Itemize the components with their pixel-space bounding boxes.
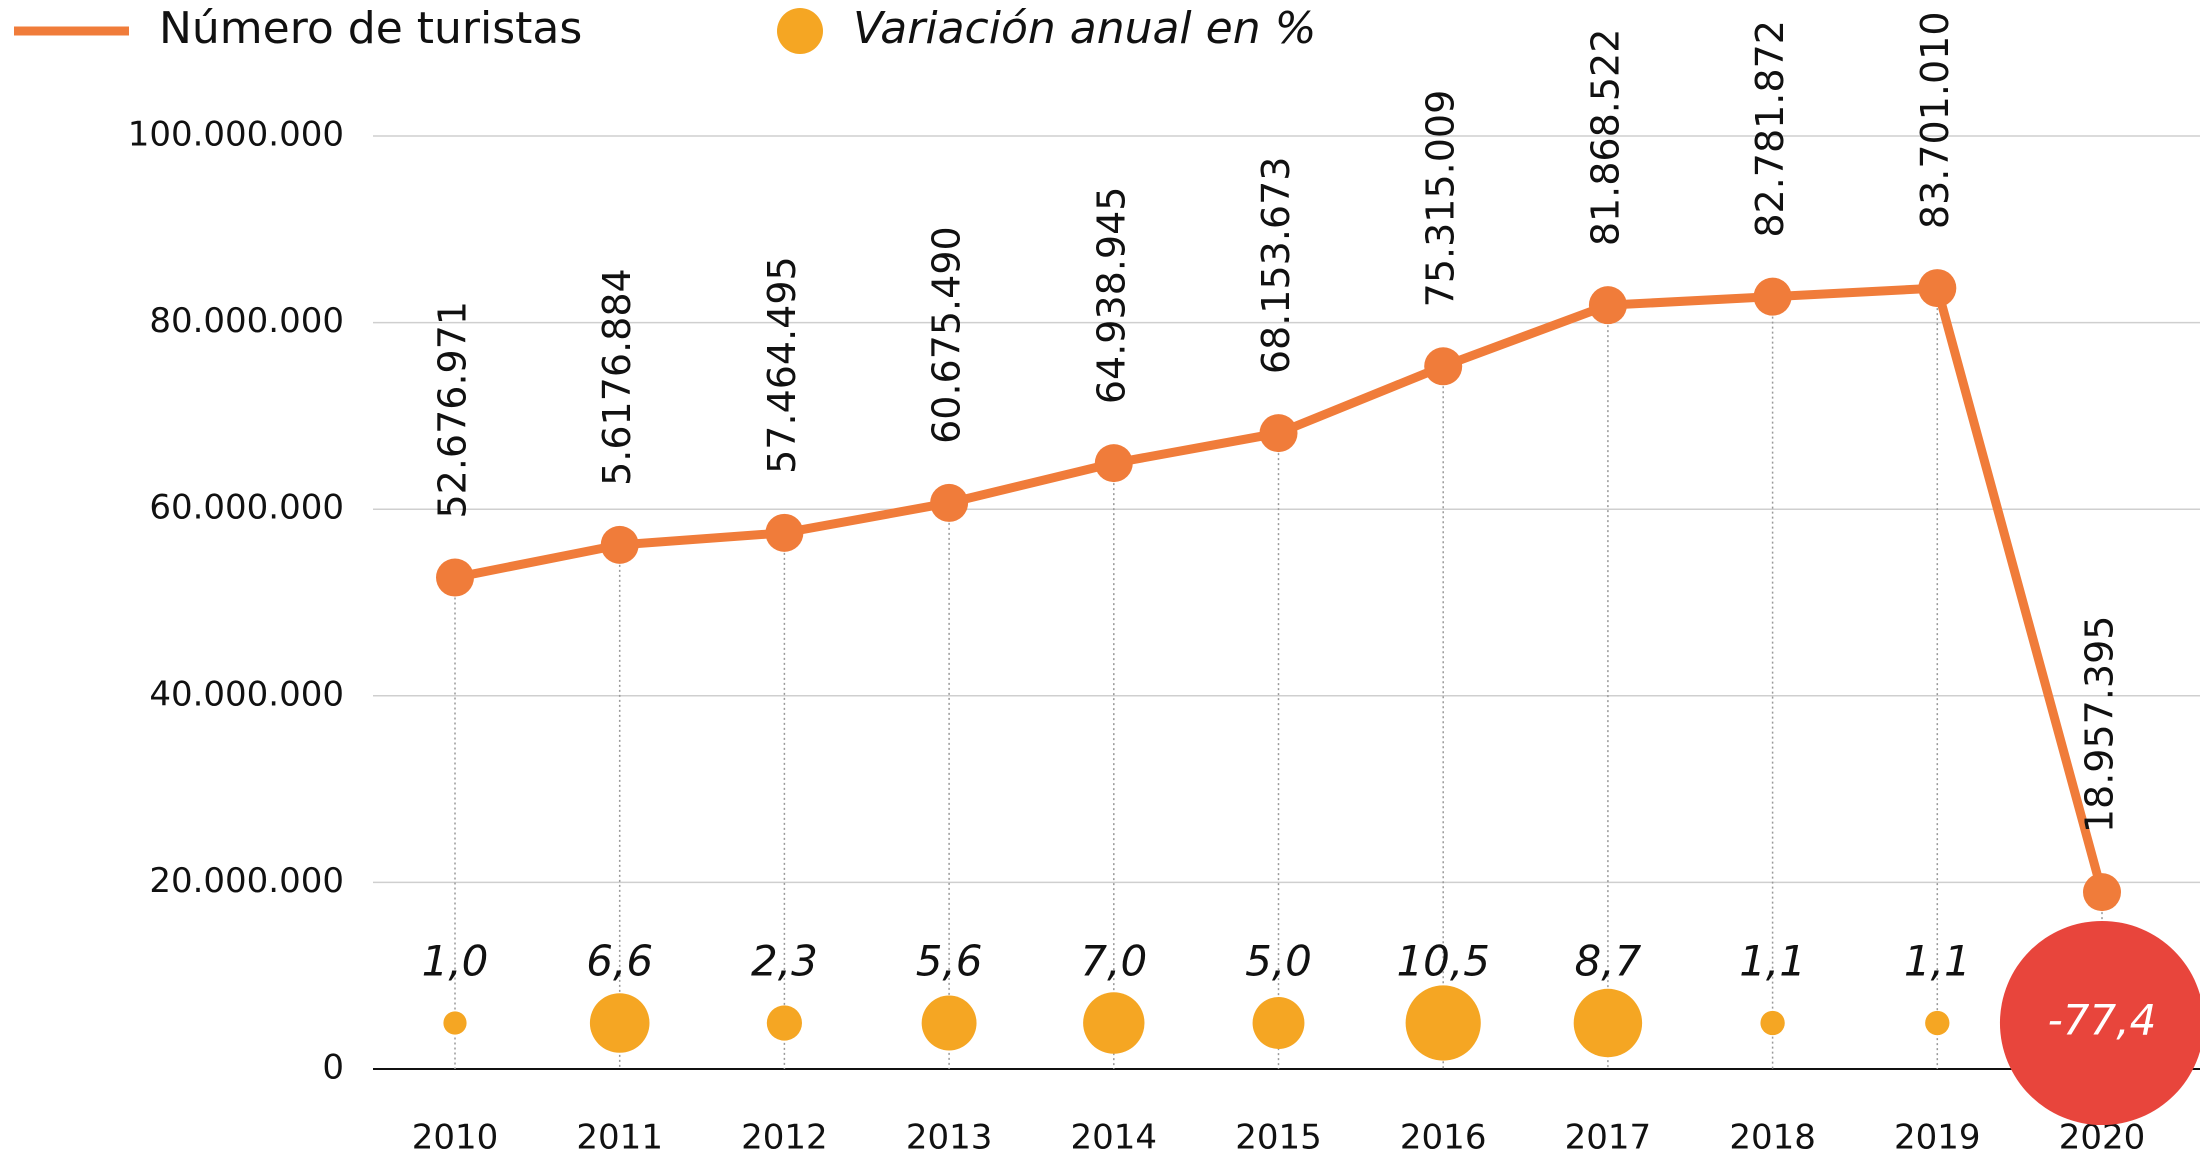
line-point: [1094, 444, 1133, 483]
bubble-label: 1,1: [1904, 937, 1971, 986]
line-point: [436, 558, 474, 597]
value-label: 5.6176.884: [595, 268, 639, 486]
bubble-label: 6,6: [586, 937, 653, 986]
bubble-label: 2,3: [751, 937, 818, 986]
bubble-label: -77,4: [2048, 996, 2157, 1045]
x-tick-label: 2018: [1729, 1118, 1816, 1158]
line-point: [1753, 277, 1792, 316]
line-point: [930, 483, 969, 522]
bubble-label: 8,7: [1575, 937, 1642, 986]
bubble-label: 10,5: [1396, 937, 1490, 986]
line-point: [1918, 269, 1957, 308]
value-label: 81.868.522: [1583, 29, 1627, 247]
line-point: [2083, 873, 2121, 912]
x-tick-label: 2017: [1565, 1118, 1652, 1158]
y-tick-label: 20.000.000: [149, 861, 344, 901]
value-label: 75.315.009: [1419, 90, 1463, 308]
bubble: [1925, 1010, 1950, 1036]
y-tick-label: 60.000.000: [149, 488, 344, 528]
bubble: [1083, 992, 1145, 1054]
bubble-label: 1,0: [422, 937, 489, 986]
line-point: [600, 525, 639, 564]
bubble-label: 1,1: [1739, 937, 1806, 986]
bubble: [1405, 985, 1481, 1061]
value-label: 18.957.395: [2078, 616, 2122, 834]
x-tick-label: 2015: [1235, 1118, 1322, 1158]
bubble-label: 7,0: [1080, 937, 1147, 986]
x-tick-label: 2010: [412, 1118, 499, 1158]
legend-label: Número de turistas: [159, 3, 582, 54]
bubble: [1999, 920, 2200, 1126]
bubble: [1760, 1010, 1785, 1036]
x-tick-label: 2011: [576, 1118, 663, 1158]
line-point: [1259, 414, 1298, 453]
value-label: 60.675.490: [925, 226, 969, 444]
y-tick-label: 80.000.000: [149, 301, 344, 341]
value-label: 83.701.010: [1913, 11, 1957, 229]
line-point: [765, 513, 804, 552]
bubble-label: 5,0: [1245, 937, 1312, 986]
line-point: [1588, 286, 1627, 325]
value-label: 64.938.945: [1089, 187, 1133, 405]
bubble: [1252, 997, 1305, 1049]
bubble: [589, 993, 650, 1053]
x-tick-label: 2013: [906, 1118, 993, 1158]
bubble: [766, 1005, 802, 1041]
value-label: 82.781.872: [1748, 20, 1792, 238]
value-label: 68.153.673: [1254, 157, 1298, 375]
x-tick-label: 2012: [741, 1118, 828, 1158]
legend-label: Variación anual en %: [853, 3, 1316, 54]
x-tick-label: 2019: [1894, 1118, 1981, 1158]
value-label: 52.676.971: [431, 301, 475, 519]
value-label: 57.464.495: [760, 256, 804, 474]
x-tick-label: 2016: [1400, 1118, 1487, 1158]
legend-bubble-swatch: [777, 8, 823, 54]
x-tick-label: 2014: [1071, 1118, 1158, 1158]
y-tick-label: 100.000.000: [128, 115, 344, 155]
bubble: [443, 1011, 467, 1035]
bubble: [921, 995, 977, 1051]
bubble: [1573, 988, 1643, 1058]
y-tick-label: 40.000.000: [149, 674, 344, 714]
line-point: [1424, 347, 1463, 386]
y-tick-label: 0: [322, 1048, 344, 1088]
bubble-label: 5,6: [916, 937, 983, 986]
